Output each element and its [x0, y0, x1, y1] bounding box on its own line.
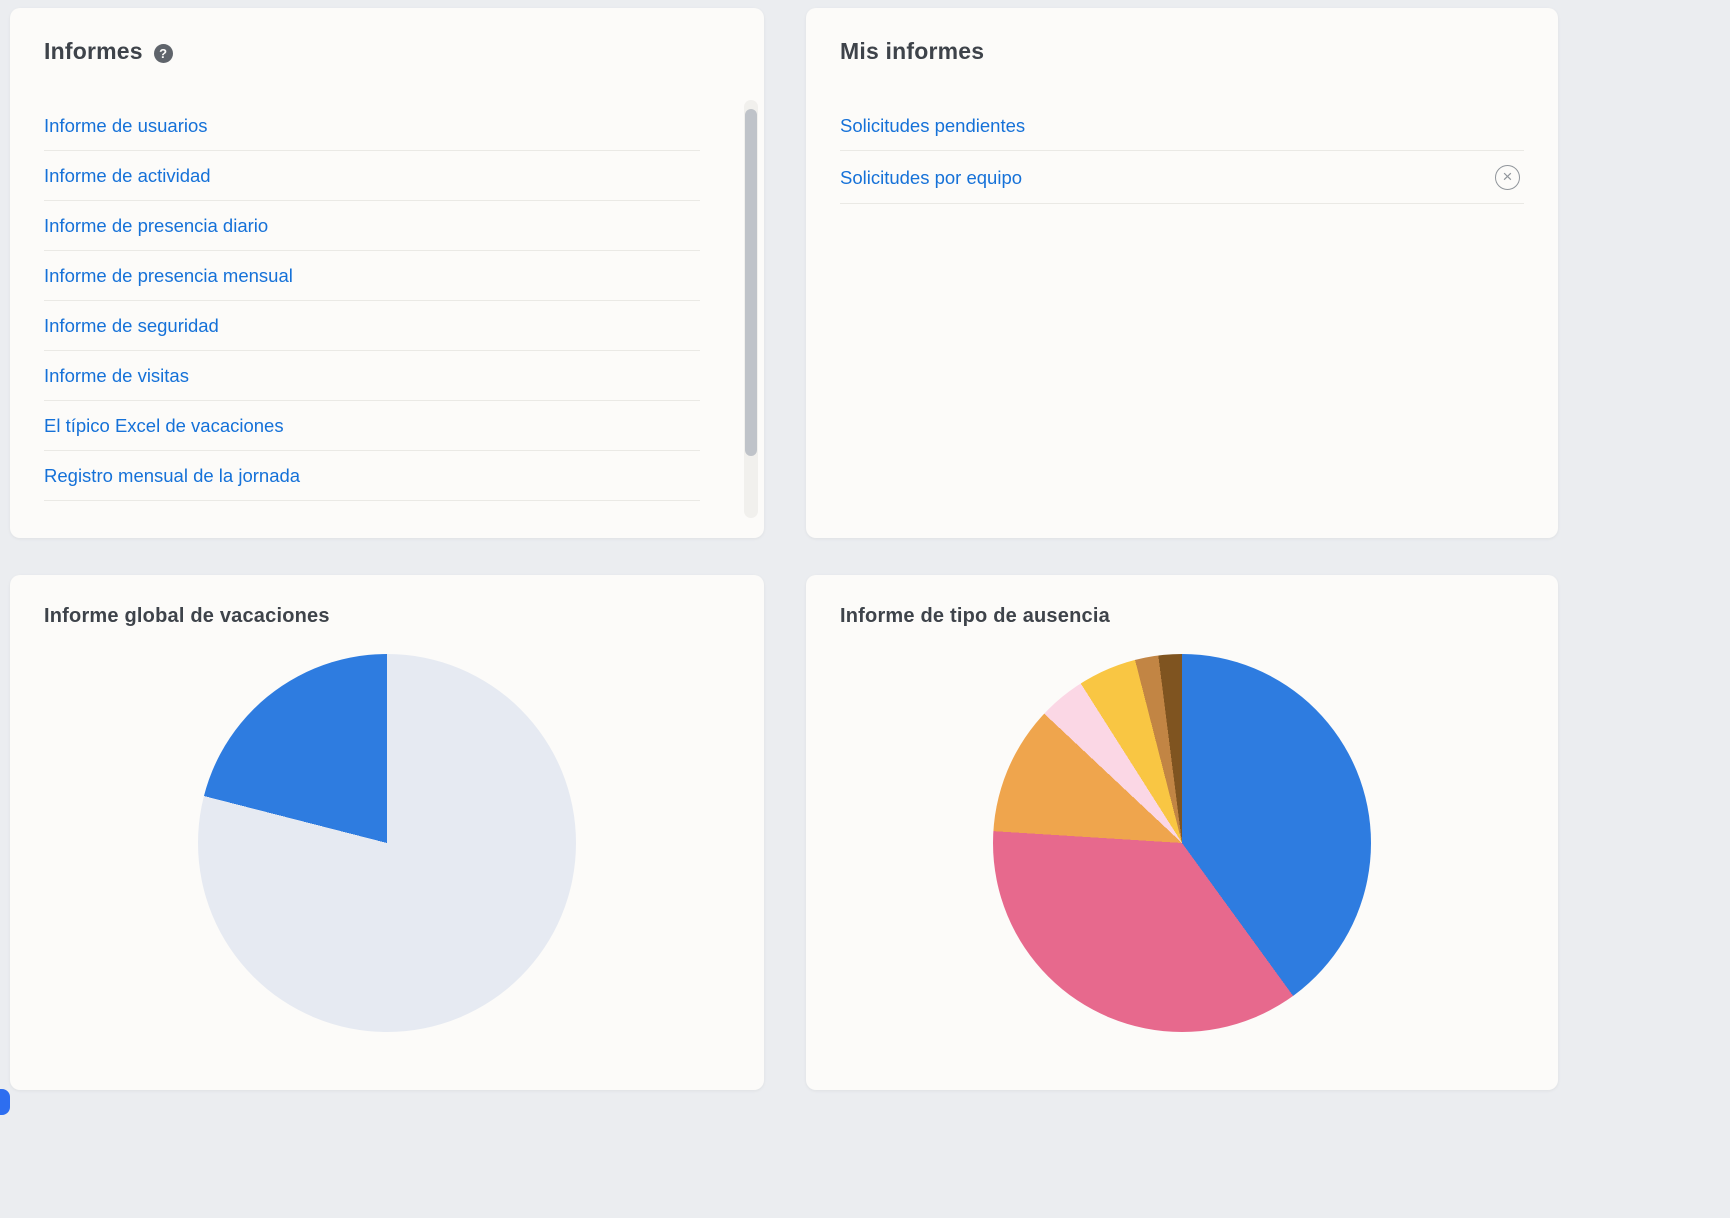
report-link-presencia-mensual[interactable]: Informe de presencia mensual: [44, 251, 700, 301]
my-reports-list: Solicitudes pendientes Solicitudes por e…: [840, 101, 1524, 204]
scrollbar-track[interactable]: [744, 100, 758, 518]
vacaciones-pie-chart: [198, 654, 576, 1032]
ausencia-pie-chart: [993, 654, 1371, 1032]
my-report-row: Solicitudes por equipo ×: [840, 151, 1524, 204]
report-link-seguridad[interactable]: Informe de seguridad: [44, 301, 700, 351]
informes-card: Informes ? Informe de usuarios Informe d…: [10, 8, 764, 538]
informes-card-title: Informes ?: [44, 38, 730, 65]
remove-circle-icon[interactable]: ×: [1495, 165, 1520, 190]
ausencia-chart-title-text: Informe de tipo de ausencia: [840, 605, 1110, 627]
vacaciones-chart-title-text: Informe global de vacaciones: [44, 605, 330, 627]
report-link-usuarios[interactable]: Informe de usuarios: [44, 101, 700, 151]
my-report-link-solicitudes-por-equipo[interactable]: Solicitudes por equipo: [840, 166, 1023, 188]
scrollbar-thumb[interactable]: [745, 109, 757, 456]
dashboard-grid: Informes ? Informe de usuarios Informe d…: [10, 8, 1558, 1090]
report-link-presencia-diario[interactable]: Informe de presencia diario: [44, 201, 700, 251]
report-link-actividad[interactable]: Informe de actividad: [44, 151, 700, 201]
ausencia-chart-title: Informe de tipo de ausencia: [840, 605, 1524, 628]
informes-title-text: Informes: [44, 38, 143, 64]
report-link-excel-vacaciones[interactable]: El típico Excel de vacaciones: [44, 401, 700, 451]
ausencia-chart-card: Informe de tipo de ausencia: [806, 575, 1558, 1090]
mis-informes-card-title: Mis informes: [840, 38, 1524, 65]
my-report-link-solicitudes-pendientes[interactable]: Solicitudes pendientes: [840, 115, 1026, 136]
report-link-registro-jornada[interactable]: Registro mensual de la jornada: [44, 451, 700, 501]
report-list: Informe de usuarios Informe de actividad…: [44, 101, 730, 501]
my-report-row: Solicitudes pendientes: [840, 101, 1524, 151]
chat-launcher-widget[interactable]: [0, 1089, 10, 1115]
vacaciones-chart-title: Informe global de vacaciones: [44, 605, 730, 628]
mis-informes-card: Mis informes Solicitudes pendientes Soli…: [806, 8, 1558, 538]
report-link-visitas[interactable]: Informe de visitas: [44, 351, 700, 401]
mis-informes-title-text: Mis informes: [840, 38, 985, 64]
help-icon[interactable]: ?: [153, 44, 173, 63]
vacaciones-chart-card: Informe global de vacaciones: [10, 575, 764, 1090]
